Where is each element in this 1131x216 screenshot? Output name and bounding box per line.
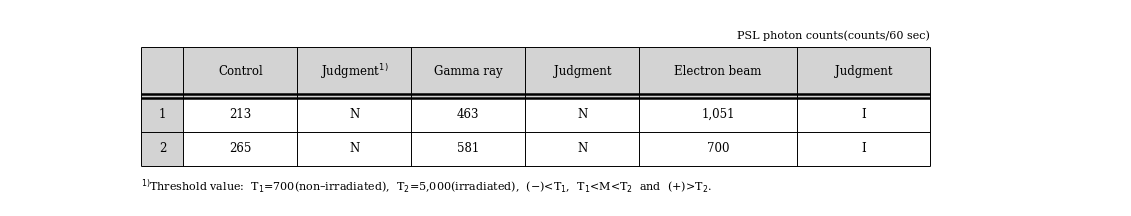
Text: N: N — [349, 143, 360, 156]
Text: Gamma ray: Gamma ray — [434, 65, 502, 78]
Text: I: I — [862, 108, 866, 121]
Text: PSL photon counts(counts/60 sec): PSL photon counts(counts/60 sec) — [737, 30, 930, 41]
Text: N: N — [349, 108, 360, 121]
Text: 1: 1 — [158, 108, 166, 121]
Text: N: N — [577, 143, 587, 156]
Text: $^{1)}$Threshold value:  T$_1$=700(non–irradiated),  T$_2$=5,000(irradiated),  (: $^{1)}$Threshold value: T$_1$=700(non–ir… — [141, 178, 713, 196]
Text: 581: 581 — [457, 143, 480, 156]
Text: Judgment: Judgment — [553, 65, 611, 78]
Text: 1,051: 1,051 — [701, 108, 735, 121]
Text: I: I — [862, 143, 866, 156]
Text: Electron beam: Electron beam — [674, 65, 762, 78]
Text: Judgment$^{1)}$: Judgment$^{1)}$ — [320, 62, 389, 81]
Bar — [141, 97, 183, 167]
Bar — [141, 47, 930, 97]
Text: Judgment: Judgment — [835, 65, 892, 78]
Text: 2: 2 — [158, 143, 166, 156]
Text: 265: 265 — [230, 143, 251, 156]
Text: 700: 700 — [707, 143, 729, 156]
Text: 213: 213 — [230, 108, 251, 121]
Text: 463: 463 — [457, 108, 480, 121]
Text: N: N — [577, 108, 587, 121]
Text: Control: Control — [218, 65, 262, 78]
